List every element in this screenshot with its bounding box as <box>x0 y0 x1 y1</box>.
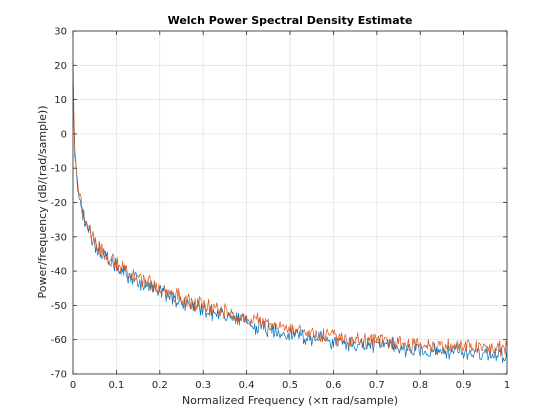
ticks <box>72 30 508 375</box>
chart-title: Welch Power Spectral Density Estimate <box>168 14 413 27</box>
x-tick-label: 0.8 <box>412 380 428 391</box>
y-axis-label: Power/frequency (dB/(rad/sample)) <box>36 106 49 299</box>
y-tick-label: -70 <box>51 370 67 381</box>
y-tick-label: -40 <box>51 267 67 278</box>
y-tick-label: -60 <box>51 335 67 346</box>
x-axis-label: Normalized Frequency (×π rad/sample) <box>182 394 398 407</box>
series-layer <box>72 61 508 363</box>
y-tick-label: -30 <box>51 232 67 243</box>
x-tick-label: 0.1 <box>108 380 124 391</box>
x-tick-labels: 0 0.1 0.2 0.3 0.4 0.5 0.6 0.7 0.8 0.9 1 <box>70 380 510 391</box>
x-tick-label: 0 <box>70 380 76 391</box>
x-tick-label: 0.6 <box>325 380 341 391</box>
y-tick-label: -10 <box>51 164 67 175</box>
x-tick-label: 0.2 <box>152 380 168 391</box>
x-tick-label: 0.9 <box>456 380 472 391</box>
y-tick-label: -20 <box>51 198 67 209</box>
x-tick-label: 1 <box>504 380 510 391</box>
x-tick-label: 0.5 <box>282 380 298 391</box>
y-tick-label: 20 <box>54 61 67 72</box>
x-tick-label: 0.4 <box>239 380 255 391</box>
y-tick-label: 10 <box>54 95 67 106</box>
series-line-2 <box>72 61 508 357</box>
x-tick-label: 0.3 <box>195 380 211 391</box>
x-tick-label: 0.7 <box>369 380 385 391</box>
y-tick-labels: -70 -60 -50 -40 -30 -20 -10 0 10 20 30 <box>51 27 67 381</box>
y-tick-label: -50 <box>51 301 67 312</box>
y-tick-label: 30 <box>54 27 67 38</box>
y-tick-label: 0 <box>61 129 67 140</box>
